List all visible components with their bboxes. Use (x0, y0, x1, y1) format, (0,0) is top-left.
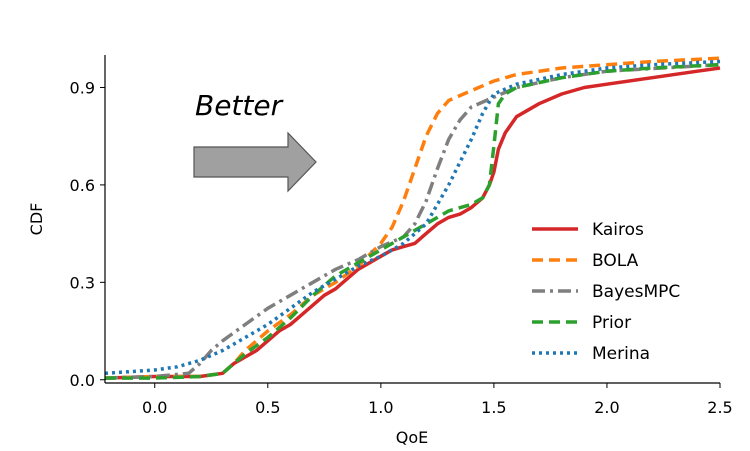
x-tick-label: 1.0 (368, 398, 393, 417)
series-line-bola (104, 56, 721, 380)
x-tick-label: 1.5 (481, 398, 506, 417)
legend: Kairos BOLA BayesMPC Prior Merina (532, 220, 680, 364)
right-arrow-icon (193, 131, 317, 193)
x-tick-label: 2.5 (707, 398, 732, 417)
x-tick-label: 2.0 (594, 398, 619, 417)
series-lines (104, 56, 721, 380)
legend-label-prior: Prior (592, 313, 631, 333)
series-line-kairos (104, 66, 721, 380)
legend-label-merina: Merina (592, 344, 650, 364)
x-ticks: 0.0 0.5 1.0 1.5 2.0 2.5 (142, 383, 733, 417)
y-axis-label: CDF (27, 203, 46, 236)
y-tick-label: 0.9 (70, 78, 95, 97)
x-axis-label: QoE (396, 428, 429, 447)
legend-label-kairos: Kairos (592, 220, 644, 240)
legend-label-bola: BOLA (592, 251, 639, 271)
series-line-prior (105, 62, 721, 380)
x-tick-label: 0.0 (142, 398, 167, 417)
y-tick-label: 0.6 (70, 176, 95, 195)
better-annotation-text: Better (195, 89, 284, 122)
x-tick-label: 0.5 (255, 398, 280, 417)
legend-label-bayesmpc: BayesMPC (592, 282, 680, 302)
y-tick-label: 0.0 (70, 371, 95, 390)
y-tick-label: 0.3 (70, 273, 95, 292)
series-line-merina (104, 59, 721, 376)
y-ticks: 0.0 0.3 0.6 0.9 (70, 78, 105, 390)
